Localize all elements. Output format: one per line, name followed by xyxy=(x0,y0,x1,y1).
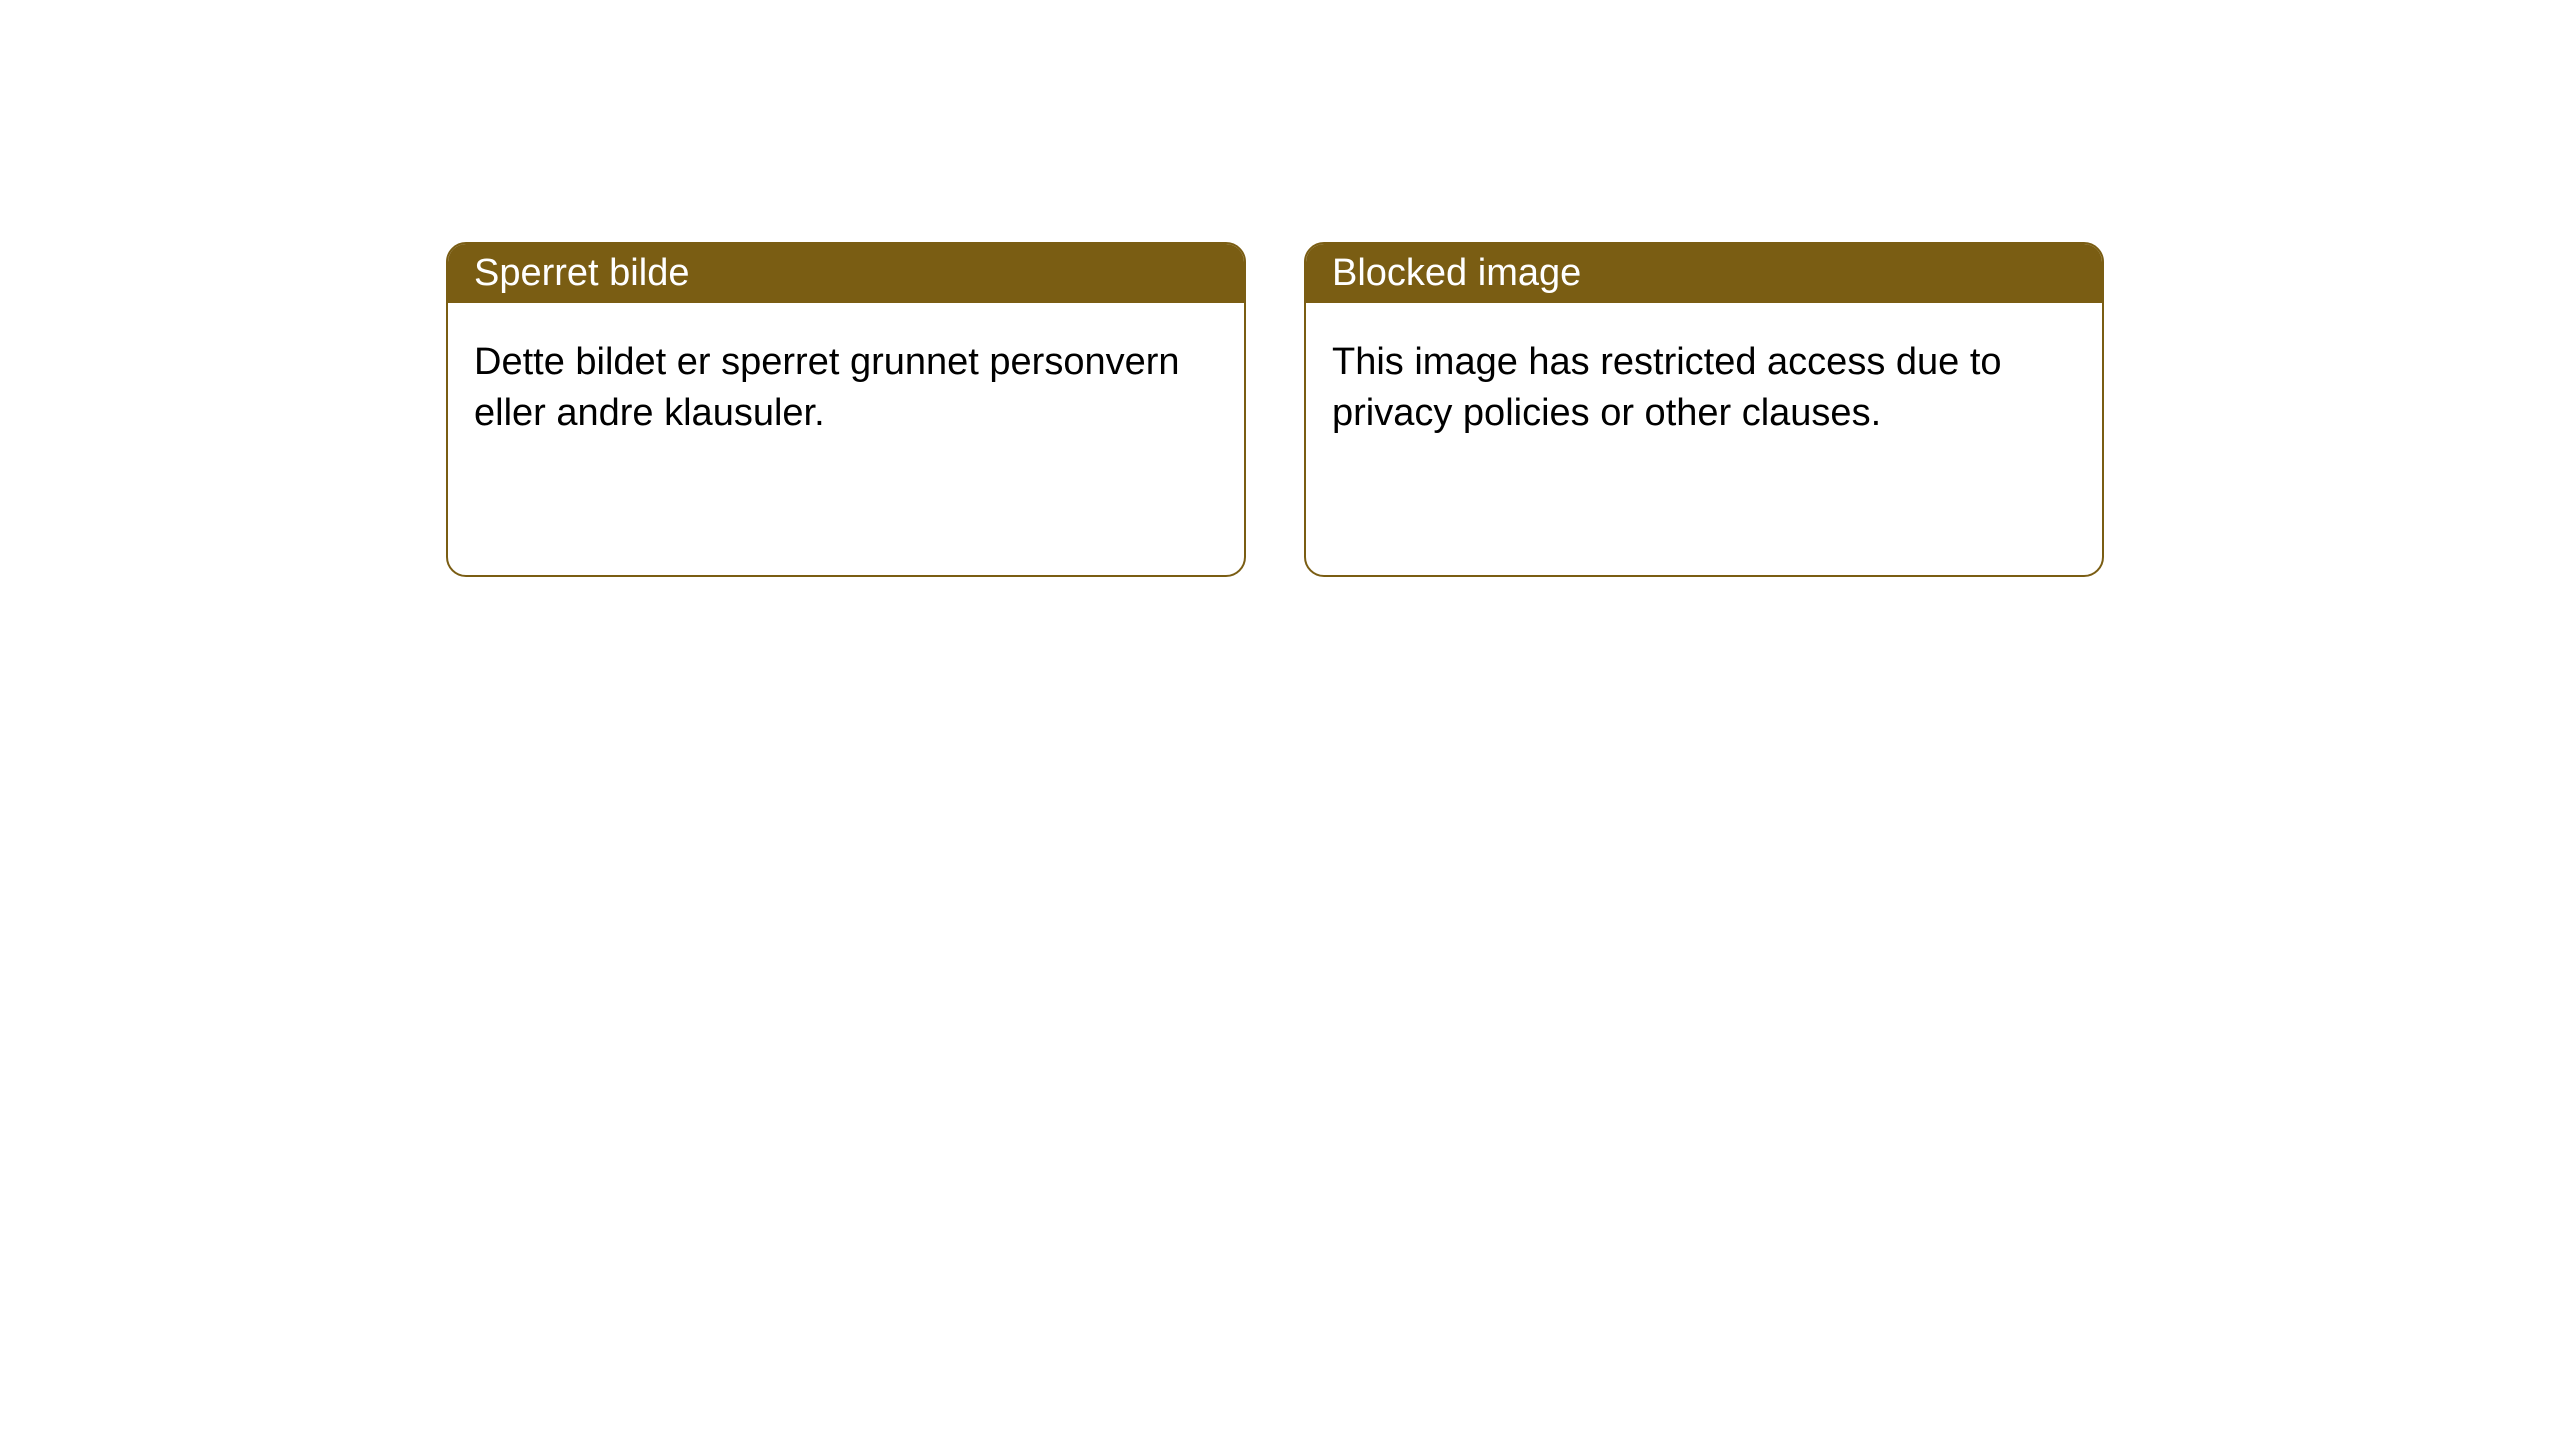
card-body: Dette bildet er sperret grunnet personve… xyxy=(448,303,1244,474)
notice-card-norwegian: Sperret bilde Dette bildet er sperret gr… xyxy=(446,242,1246,577)
notice-cards-container: Sperret bilde Dette bildet er sperret gr… xyxy=(0,0,2560,577)
card-body: This image has restricted access due to … xyxy=(1306,303,2102,474)
card-title: Blocked image xyxy=(1306,244,2102,303)
notice-card-english: Blocked image This image has restricted … xyxy=(1304,242,2104,577)
card-title: Sperret bilde xyxy=(448,244,1244,303)
